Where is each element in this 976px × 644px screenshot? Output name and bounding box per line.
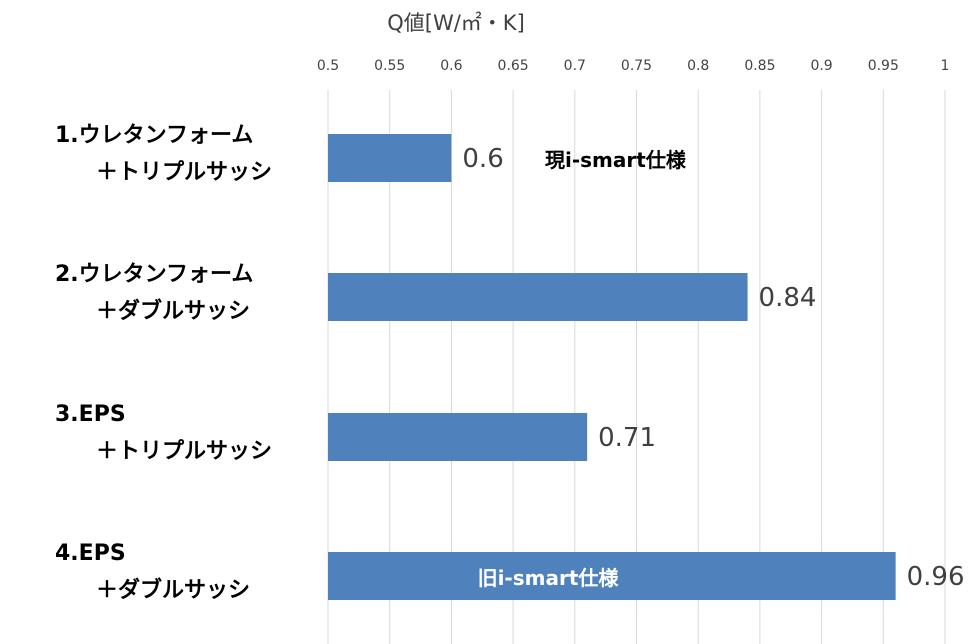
bar bbox=[328, 273, 748, 321]
category-label: ＋ダブルサッシ bbox=[96, 298, 250, 324]
category-label: ＋ダブルサッシ bbox=[96, 577, 250, 603]
x-tick-label: 0.9 bbox=[810, 58, 832, 74]
bar bbox=[328, 413, 588, 461]
x-tick-label: 0.75 bbox=[621, 58, 652, 74]
x-tick-label: 0.6 bbox=[440, 58, 462, 74]
data-label: 0.71 bbox=[598, 423, 656, 453]
x-tick-label: 0.5 bbox=[317, 58, 339, 74]
axis-title: Q値[W/㎡・K] bbox=[387, 11, 525, 35]
x-tick-label: 0.55 bbox=[374, 58, 405, 74]
x-tick-label: 0.85 bbox=[744, 58, 775, 74]
x-tick-label: 0.65 bbox=[498, 58, 529, 74]
data-label: 0.6 bbox=[462, 144, 503, 174]
x-tick-label: 0.95 bbox=[868, 58, 899, 74]
x-tick-label: 0.8 bbox=[687, 58, 709, 74]
bar bbox=[328, 134, 452, 182]
category-label: 1.ウレタンフォーム bbox=[55, 123, 253, 148]
annotation-label: 現i-smart仕様 bbox=[545, 148, 687, 172]
category-label: ＋トリプルサッシ bbox=[96, 439, 272, 464]
grid-lines bbox=[327, 90, 946, 644]
category-label: 3.EPS bbox=[55, 402, 126, 427]
category-label: 4.EPS bbox=[55, 541, 126, 566]
x-tick-label: 1 bbox=[941, 58, 950, 74]
x-tick-label: 0.7 bbox=[564, 58, 586, 74]
category-label: 2.ウレタンフォーム bbox=[55, 262, 253, 287]
value-labels: 0.6 0.84 0.71 0.96 bbox=[462, 144, 964, 592]
bar bbox=[328, 552, 896, 600]
annotation-label: 旧i-smart仕様 bbox=[478, 566, 620, 590]
bars bbox=[328, 134, 896, 600]
data-label: 0.84 bbox=[759, 283, 817, 313]
x-axis-ticks: 0.5 0.55 0.6 0.65 0.7 0.75 0.8 0.85 0.9 0.95 1 bbox=[317, 58, 950, 74]
category-labels: 1.ウレタンフォーム ＋トリプルサッシ 2.ウレタンフォーム ＋ダブルサッシ 3.EPS… bbox=[55, 123, 272, 603]
data-label: 0.96 bbox=[907, 562, 965, 592]
category-label: ＋トリプルサッシ bbox=[96, 160, 272, 185]
